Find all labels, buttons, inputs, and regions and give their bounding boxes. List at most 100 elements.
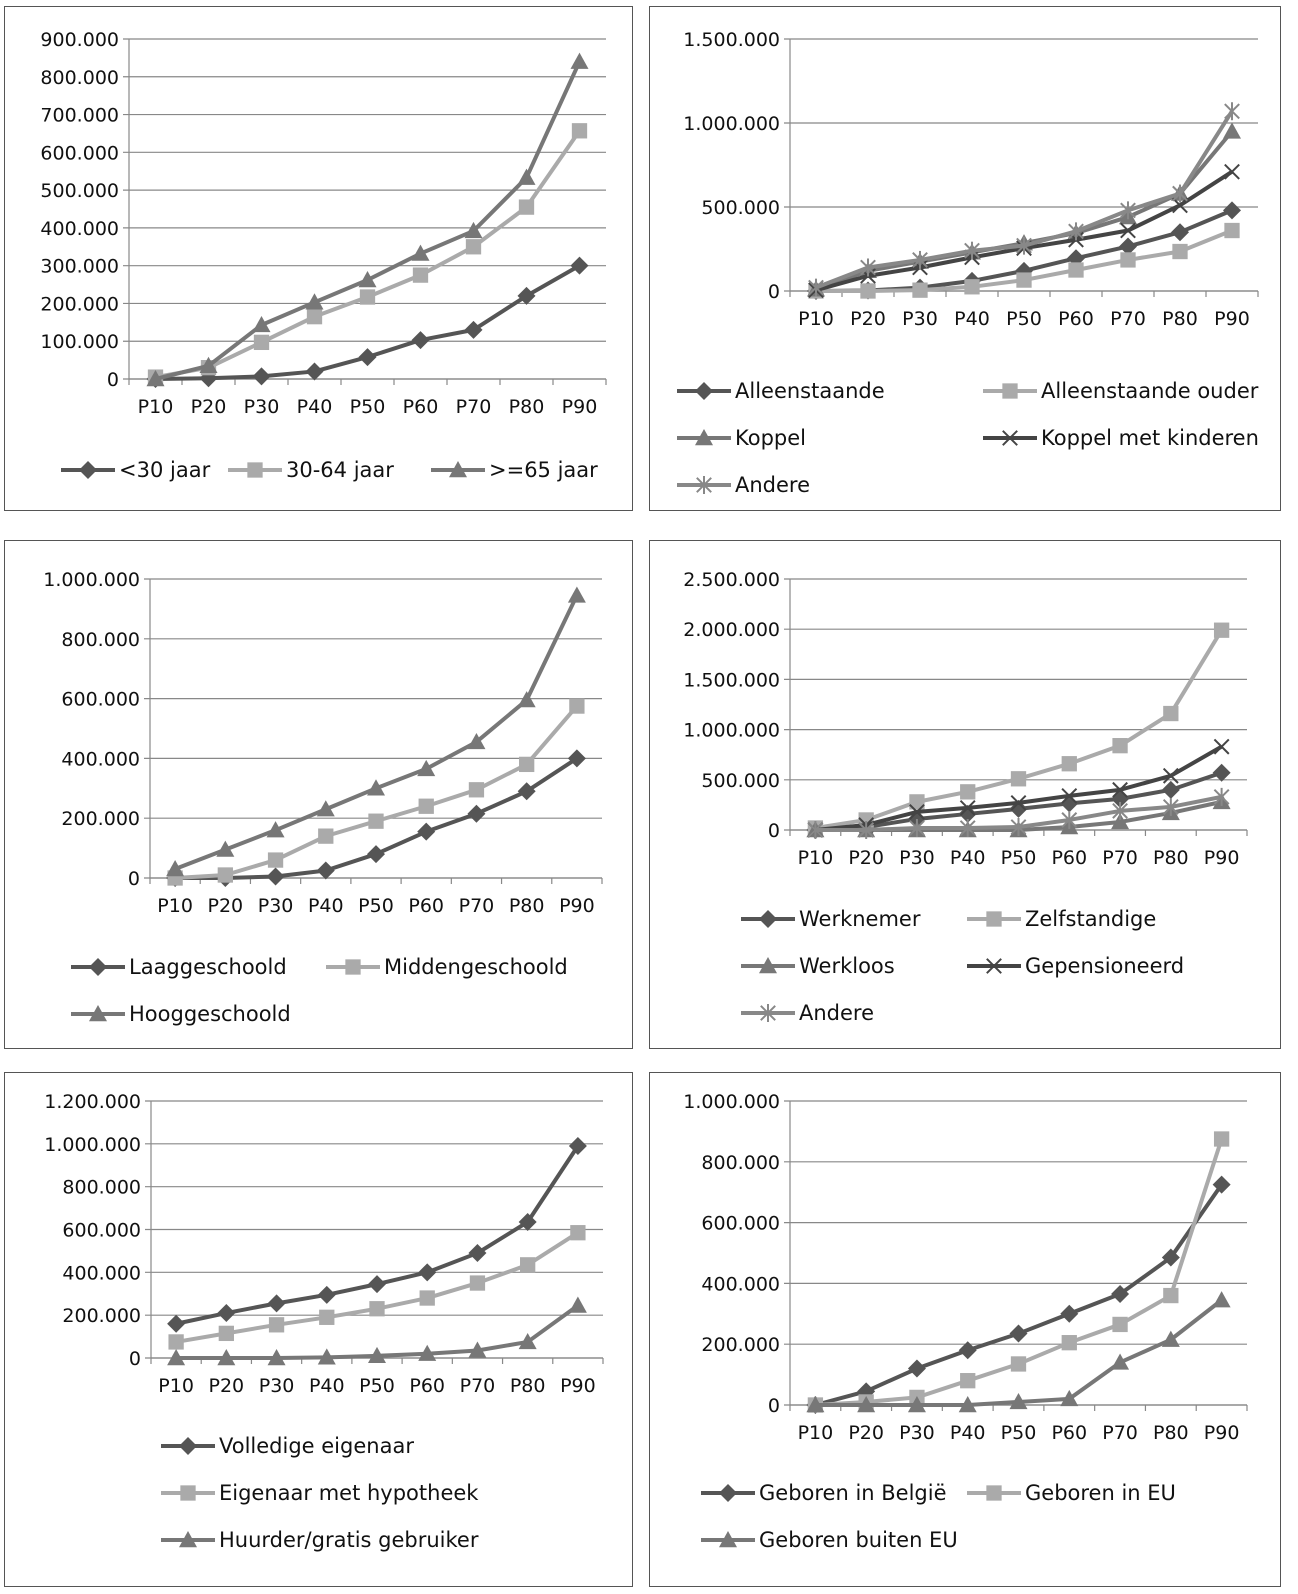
data-point (464, 320, 483, 339)
data-point (1112, 738, 1128, 754)
data-point (418, 798, 434, 814)
x-tick-label: P60 (1051, 1422, 1087, 1444)
y-tick-label: 200.000 (62, 1305, 141, 1327)
data-point (217, 1349, 236, 1366)
legend-entry: Koppel (677, 426, 806, 450)
data-point (808, 278, 824, 297)
legend-label: >=65 jaar (489, 458, 598, 482)
y-tick-label: 1.000.000 (683, 720, 780, 742)
legend-entry: Huurder/gratis gebruiker (161, 1528, 479, 1552)
legend-entry: Alleenstaande (677, 379, 885, 403)
legend-label: Alleenstaande (735, 379, 885, 403)
x-tick-label: P70 (456, 396, 492, 418)
x-tick-label: P50 (358, 895, 394, 917)
x-tick-label: P90 (1214, 308, 1250, 330)
data-point (860, 283, 876, 299)
x-tick-label: P80 (509, 396, 545, 418)
series-Andere (807, 787, 1230, 839)
legend-entry: >=65 jaar (431, 458, 598, 482)
data-point (568, 1296, 587, 1313)
legend-entry: Hooggeschoold (71, 1002, 291, 1026)
data-point (1172, 197, 1188, 214)
y-tick-label: 200.000 (40, 293, 119, 315)
data-point (369, 1301, 385, 1317)
y-tick-label: 1.000.000 (43, 569, 140, 591)
y-tick-label: 800.000 (61, 629, 140, 651)
x-tick-label: P50 (1006, 308, 1042, 330)
x-tick-label: P40 (954, 308, 990, 330)
y-tick-label: 600.000 (61, 689, 140, 711)
y-tick-label: 200.000 (61, 808, 140, 830)
y-tick-label: 400.000 (701, 1273, 780, 1295)
chart-panel-age: 0 100.000 200.000 300.000 400.000 500.000 600.… (4, 6, 633, 511)
y-tick-label: 500.000 (701, 197, 780, 219)
x-tick-label: P10 (157, 895, 193, 917)
chart-panel-education: 0 200.000 400.000 600.000 800.000 1.000.000 P1… (4, 540, 633, 1049)
data-point (268, 1317, 285, 1333)
series-Eigenaar met hypotheek (168, 1225, 586, 1350)
legend-entry: Eigenaar met hypotheek (161, 1481, 479, 1505)
data-point (1061, 810, 1078, 829)
data-point (358, 348, 377, 367)
data-point (1111, 789, 1130, 808)
x-tick-label: P30 (899, 1422, 935, 1444)
x-tick-label: P40 (308, 895, 344, 917)
data-point (1172, 184, 1188, 203)
data-point (1213, 1131, 1230, 1147)
series-line (155, 129, 582, 380)
legend-label: <30 jaar (119, 458, 211, 482)
x-tick-label: P30 (899, 847, 935, 869)
data-point (1120, 252, 1136, 268)
data-point (468, 1244, 487, 1263)
data-point (1009, 1392, 1028, 1410)
chart-svg: 0 500.000 1.000.000 1.500.000 P10 P20 P30 P40 P5… (677, 29, 1259, 497)
data-point (517, 286, 536, 305)
data-point (858, 821, 875, 839)
y-tick-label: 1.200.000 (44, 1091, 141, 1113)
series-Middengeschoold (167, 698, 585, 886)
legend-label: Werkloos (799, 954, 895, 978)
data-point (1068, 222, 1084, 241)
data-point (1060, 1389, 1079, 1407)
chart-svg: 0 500.000 1.000.000 1.500.000 2.000.000 2.500… (683, 569, 1248, 1025)
legend-entry: Zelfstandige (967, 907, 1156, 931)
data-point (857, 1382, 876, 1401)
data-point (217, 867, 233, 883)
data-point (367, 779, 385, 796)
data-point (567, 586, 586, 603)
x-tick-label: P10 (798, 308, 834, 330)
x-tick-label: P60 (409, 1375, 445, 1397)
x-tick-label: P90 (1204, 847, 1240, 869)
data-point (464, 221, 483, 239)
data-point (1224, 222, 1240, 239)
data-point (571, 123, 588, 139)
data-point (412, 267, 429, 283)
x-tick-label: P70 (1102, 1422, 1138, 1444)
x-tick-label: P10 (798, 847, 834, 869)
data-point (417, 822, 436, 841)
data-point (1212, 763, 1231, 782)
data-point (909, 804, 925, 820)
series-line (815, 1298, 1223, 1407)
y-tick-label: 2.500.000 (683, 569, 780, 591)
legend-label: Huurder/gratis gebruiker (219, 1528, 479, 1552)
series-line (814, 1183, 1224, 1407)
series-line (175, 1144, 580, 1326)
data-point (1162, 797, 1179, 816)
legend-label: Koppel (735, 426, 806, 450)
data-point (958, 1341, 977, 1360)
y-tick-label: 0 (129, 1348, 141, 1370)
data-point (1172, 243, 1188, 260)
x-tick-label: P60 (1058, 308, 1094, 330)
y-tick-label: 1.500.000 (683, 669, 780, 691)
data-point (569, 698, 585, 714)
data-point (318, 828, 334, 844)
data-point (358, 271, 377, 288)
data-point (267, 1349, 286, 1366)
series-Huurder/gratis gebruiker (167, 1296, 587, 1366)
y-tick-label: 0 (107, 369, 119, 391)
legend-label: Koppel met kinderen (1041, 426, 1259, 450)
data-point (517, 691, 536, 708)
data-point (520, 1257, 536, 1273)
y-tick-label: 0 (768, 281, 780, 303)
